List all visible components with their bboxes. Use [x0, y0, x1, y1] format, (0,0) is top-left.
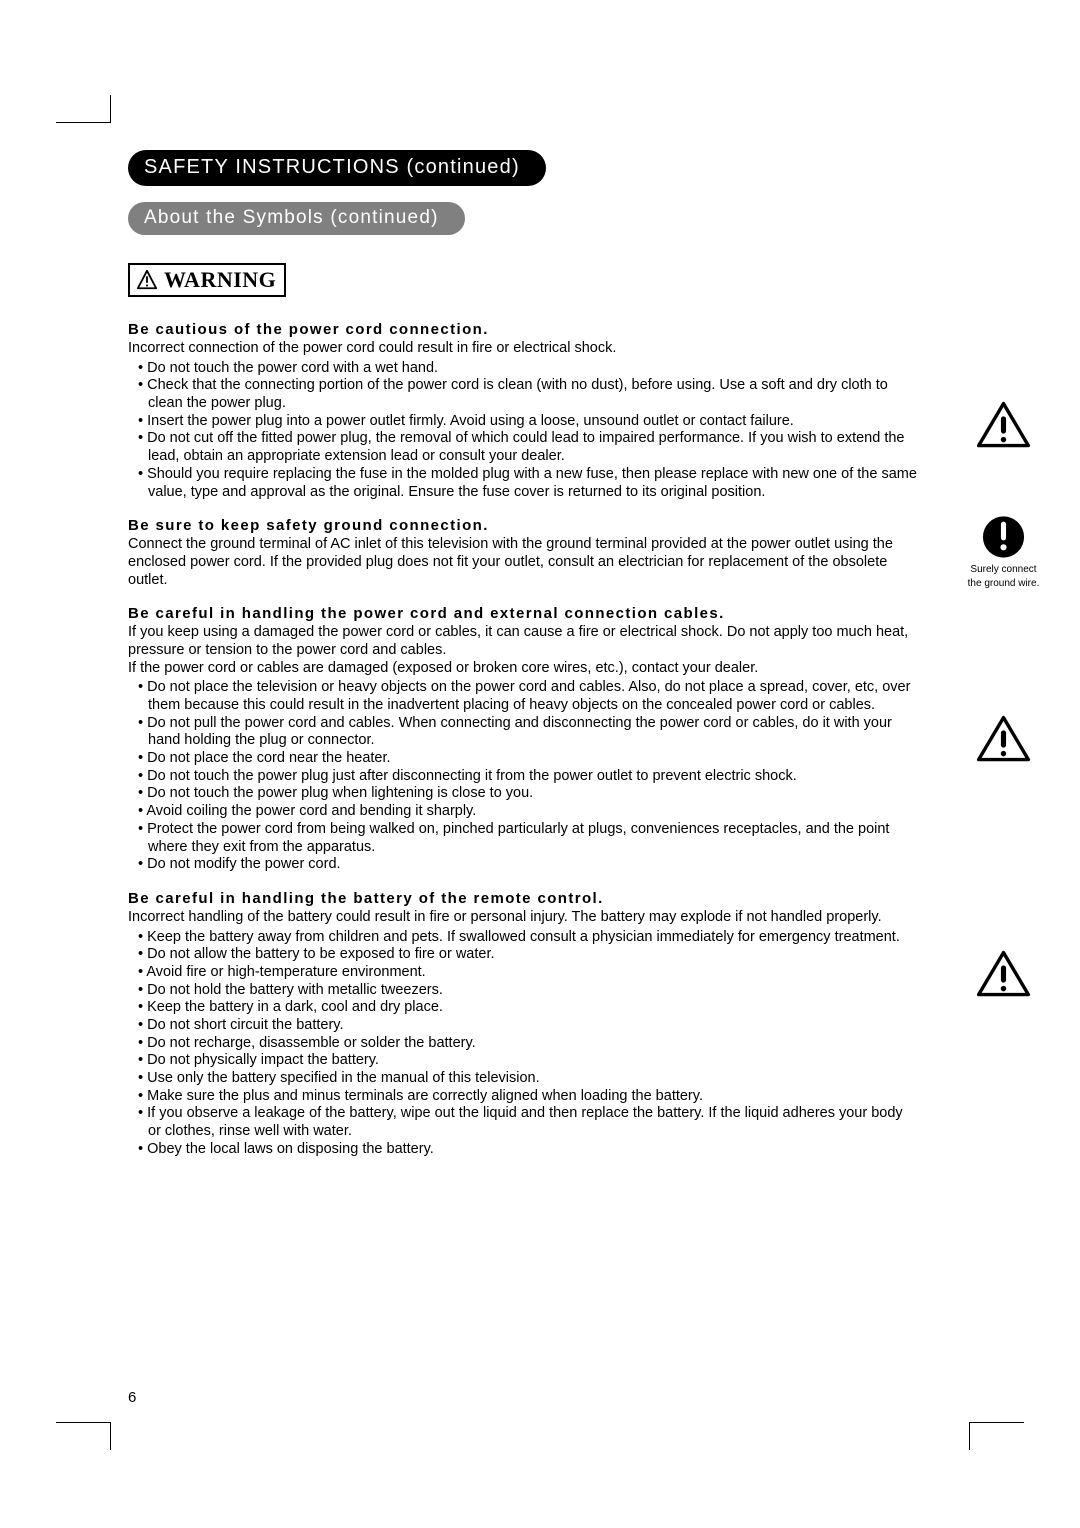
section-title: Be sure to keep safety ground connection…: [128, 517, 956, 534]
section-power-cord: Be cautious of the power cord connection…: [128, 321, 956, 501]
side-warning-icon-2: [976, 715, 1031, 763]
header-black-pill: SAFETY INSTRUCTIONS (continued): [128, 150, 956, 186]
section-battery: Be careful in handling the battery of th…: [128, 890, 956, 1159]
section-intro: Incorrect handling of the battery could …: [128, 909, 956, 927]
side-warning-icon-1: [976, 401, 1031, 449]
crop-mark-bottom-left: [56, 1422, 111, 1450]
section-cables: Be careful in handling the power cord an…: [128, 605, 956, 874]
bullet-item: Use only the battery specified in the ma…: [128, 1070, 918, 1088]
section-intro-2: If the power cord or cables are damaged …: [128, 660, 956, 678]
bullet-item: Do not modify the power cord.: [128, 856, 918, 874]
mandatory-circle-icon: [976, 513, 1031, 561]
warning-triangle-icon: [976, 715, 1031, 763]
header-gray-pill: About the Symbols (continued): [128, 186, 956, 235]
section-title: Be careful in handling the power cord an…: [128, 605, 956, 622]
side-ground-icon: Surely connect the ground wire.: [976, 513, 1031, 589]
bullet-item: Do not allow the battery to be exposed t…: [128, 946, 918, 964]
bullet-item: Do not recharge, disassemble or solder t…: [128, 1035, 918, 1053]
bullet-item: Insert the power plug into a power outle…: [128, 413, 918, 431]
bullet-item: If you observe a leakage of the battery,…: [128, 1105, 918, 1140]
page-number: 6: [128, 1389, 136, 1406]
bullet-item: Do not touch the power plug just after d…: [128, 768, 918, 786]
crop-mark-bottom-right: [969, 1422, 1024, 1450]
bullet-item: Do not hold the battery with metallic tw…: [128, 982, 918, 1000]
warning-label: WARNING: [164, 267, 276, 293]
bullet-item: Avoid fire or high-temperature environme…: [128, 964, 918, 982]
section-ground: Surely connect the ground wire. Be sure …: [128, 517, 956, 589]
bullet-item: Do not touch the power cord with a wet h…: [128, 360, 918, 378]
bullet-item: Do not place the television or heavy obj…: [128, 679, 918, 714]
bullet-list: Do not touch the power cord with a wet h…: [128, 360, 918, 502]
content-area: SAFETY INSTRUCTIONS (continued) About th…: [128, 150, 956, 1159]
bullet-item: Obey the local laws on disposing the bat…: [128, 1141, 918, 1159]
section-intro: Connect the ground terminal of AC inlet …: [128, 536, 918, 589]
section-title: Be cautious of the power cord connection…: [128, 321, 956, 338]
bullet-item: Do not pull the power cord and cables. W…: [128, 715, 918, 750]
side-caption-line1: Surely connect: [970, 564, 1036, 575]
bullet-item: Do not place the cord near the heater.: [128, 750, 918, 768]
bullet-list: Keep the battery away from children and …: [128, 929, 918, 1159]
side-warning-icon-3: [976, 950, 1031, 998]
header-gray-text: About the Symbols (continued): [128, 202, 465, 235]
bullet-item: Avoid coiling the power cord and bending…: [128, 803, 918, 821]
bullet-list: Do not place the television or heavy obj…: [128, 679, 918, 874]
bullet-item: Should you require replacing the fuse in…: [128, 466, 918, 501]
bullet-item: Keep the battery away from children and …: [128, 929, 918, 947]
section-title: Be careful in handling the battery of th…: [128, 890, 956, 907]
section-intro: Incorrect connection of the power cord c…: [128, 340, 956, 358]
warning-triangle-icon: [976, 401, 1031, 449]
warning-box: WARNING: [128, 263, 286, 297]
header-black-text: SAFETY INSTRUCTIONS (continued): [128, 150, 546, 186]
bullet-item: Make sure the plus and minus terminals a…: [128, 1088, 918, 1106]
section-intro-1: If you keep using a damaged the power co…: [128, 624, 956, 659]
side-caption-line2: the ground wire.: [968, 578, 1040, 589]
bullet-item: Keep the battery in a dark, cool and dry…: [128, 999, 918, 1017]
warning-triangle-icon: [136, 269, 158, 291]
bullet-item: Do not cut off the fitted power plug, th…: [128, 430, 918, 465]
crop-mark-top-left: [56, 95, 111, 123]
manual-page: SAFETY INSTRUCTIONS (continued) About th…: [0, 0, 1080, 1528]
bullet-item: Do not short circuit the battery.: [128, 1017, 918, 1035]
bullet-item: Do not physically impact the battery.: [128, 1052, 918, 1070]
bullet-item: Do not touch the power plug when lighten…: [128, 785, 918, 803]
bullet-item: Protect the power cord from being walked…: [128, 821, 918, 856]
warning-triangle-icon: [976, 950, 1031, 998]
bullet-item: Check that the connecting portion of the…: [128, 377, 918, 412]
